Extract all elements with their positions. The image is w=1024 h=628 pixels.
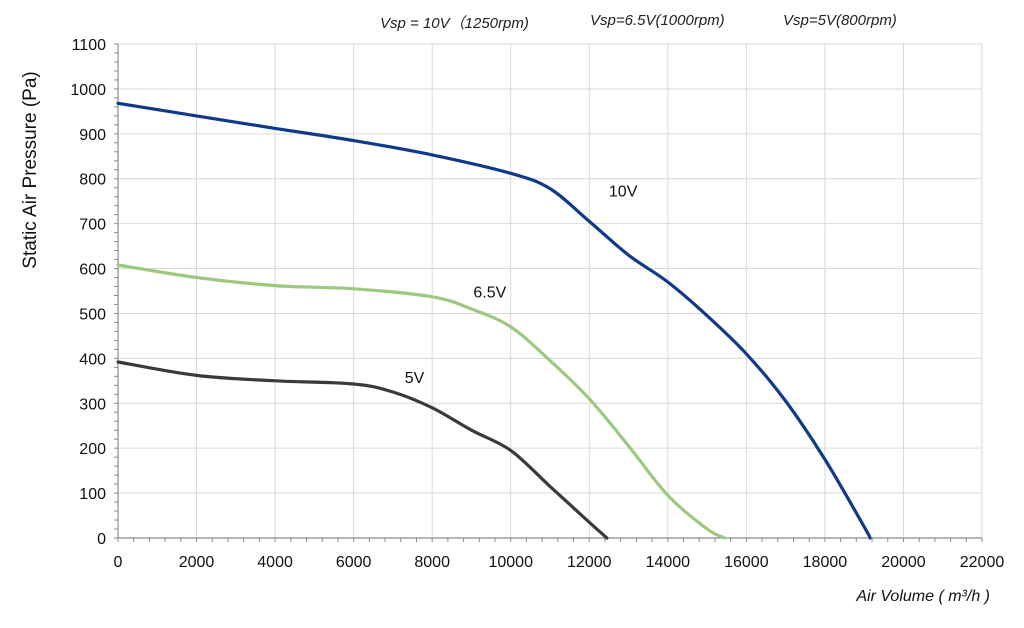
y-tick-label: 400 [79,351,106,368]
y-tick-label: 1000 [70,82,106,99]
tick-labels: 0 2000 4000 6000 8000 10000 12000 14000 16000 180… [70,37,1004,571]
header-note-10v: Vsp = 10V（1250rpm) [380,15,529,32]
y-tick-label: 300 [79,396,106,413]
y-axis-label: Static Air Pressure (Pa) [20,71,41,269]
curve-labels: 10V 6.5V 5V [405,184,638,387]
y-tick-label: 0 [97,531,106,548]
curves [116,101,872,540]
header-note-5v: Vsp=5V(800rpm) [783,12,897,29]
y-tick-label: 500 [79,306,106,323]
curve-label-10v: 10V [609,184,638,201]
x-tick-label: 2000 [179,554,215,571]
x-tick-label: 14000 [646,554,691,571]
x-tick-label: 0 [114,554,123,571]
axes [114,43,983,542]
x-tick-label: 16000 [724,554,769,571]
x-tick-label: 12000 [567,554,612,571]
curve-label-6-5v: 6.5V [473,285,506,302]
x-tick-label: 10000 [488,554,533,571]
y-tick-label: 700 [79,217,106,234]
x-tick-label: 20000 [881,554,926,571]
x-axis-label: Air Volume ( m³/h ) [856,588,990,605]
y-tick-label: 1100 [72,37,107,54]
header-note-6-5v: Vsp=6.5V(1000rpm) [590,12,725,29]
y-tick-label: 900 [79,127,106,144]
y-tick-label: 200 [79,441,106,458]
x-tick-label: 8000 [414,554,450,571]
x-tick-label: 6000 [336,554,372,571]
curve-5v [116,360,609,540]
grid [117,43,983,539]
curve-6-5v [116,263,727,540]
y-tick-label: 100 [79,486,106,503]
x-tick-label: 22000 [960,554,1005,571]
x-tick-label: 4000 [257,554,293,571]
y-tick-label: 600 [79,262,106,279]
x-tick-label: 18000 [803,554,848,571]
y-tick-label: 800 [79,172,106,189]
curve-10v [116,101,872,540]
curve-label-5v: 5V [405,370,425,387]
